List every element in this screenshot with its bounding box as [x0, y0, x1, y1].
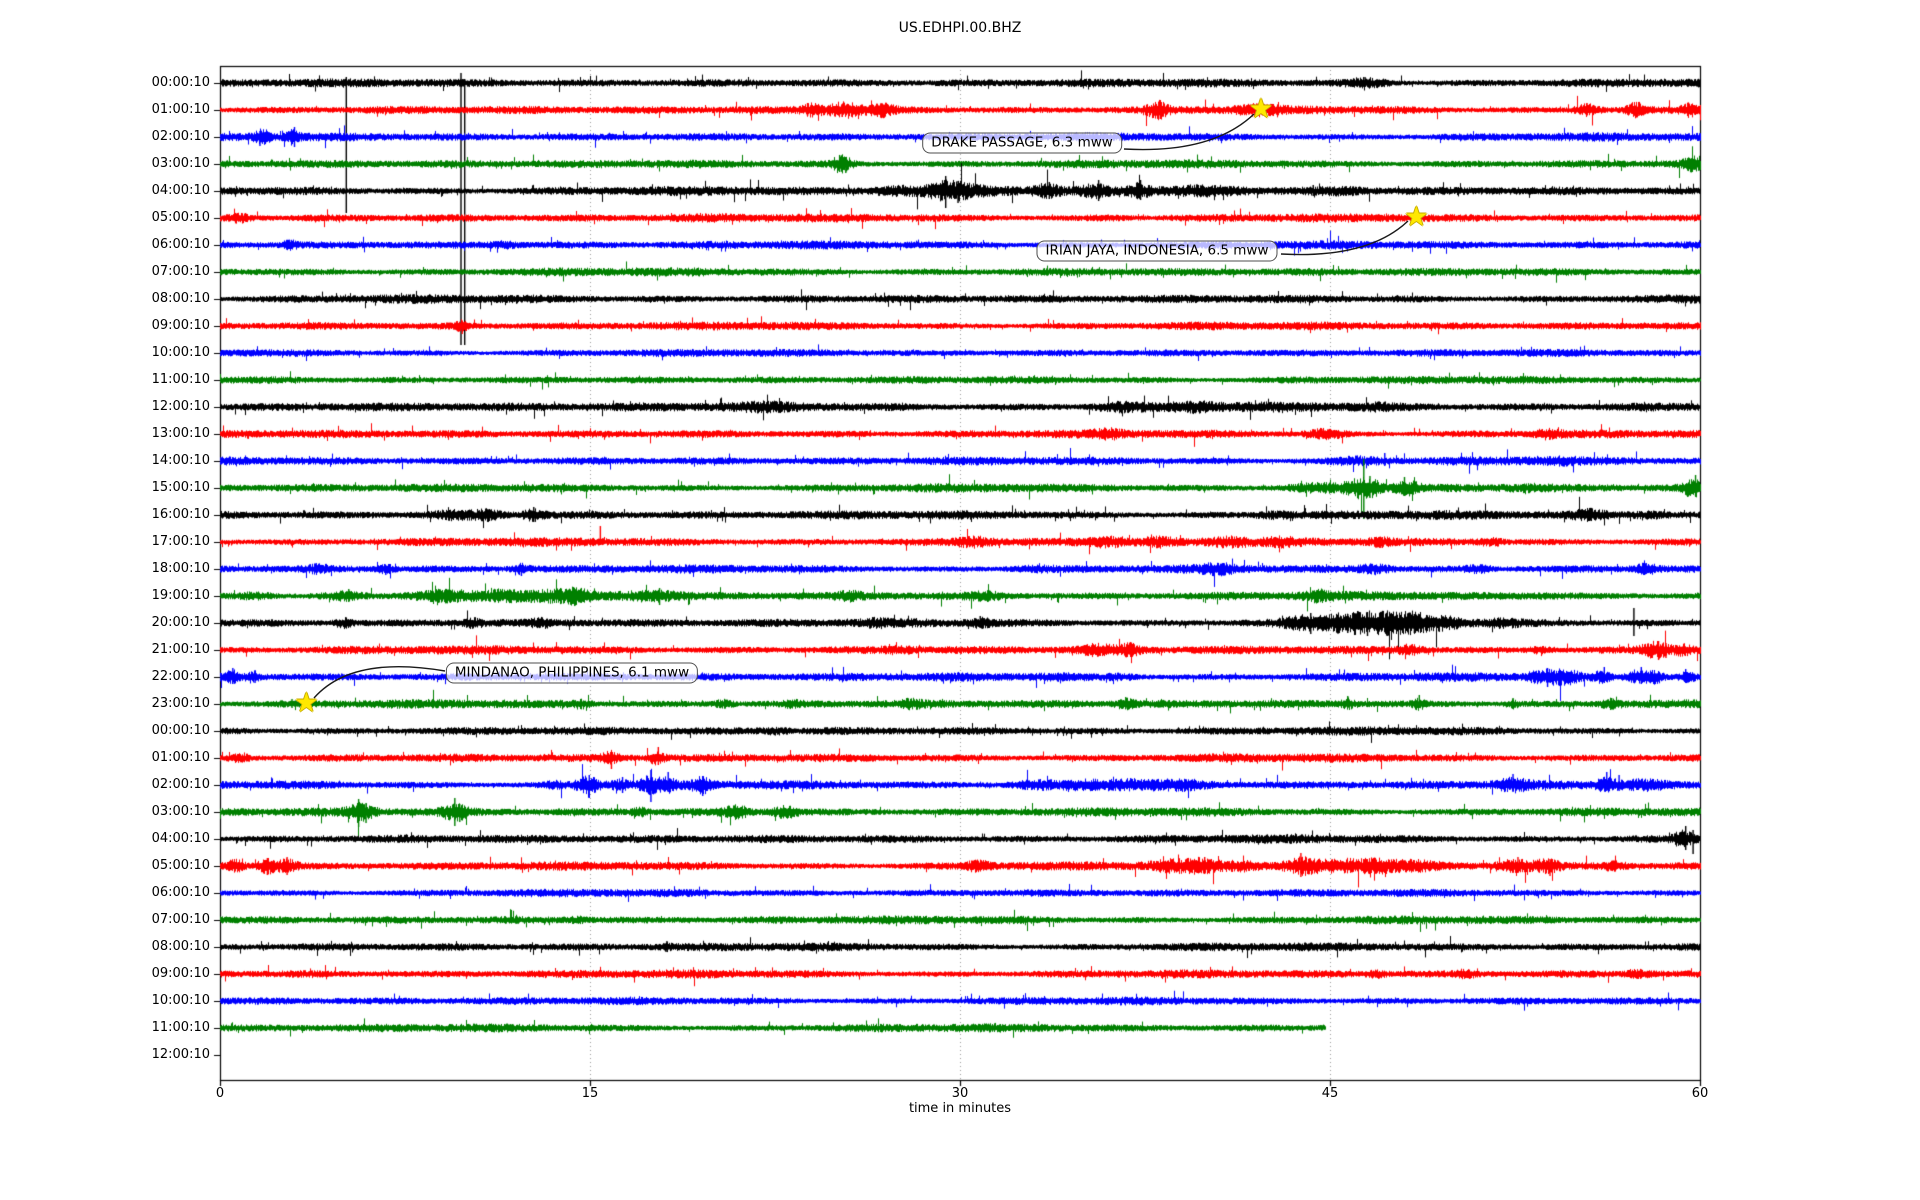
y-tick-label: 10:00:10	[151, 345, 210, 360]
y-tick-label: 23:00:10	[151, 696, 210, 711]
y-tick-label: 01:00:10	[151, 750, 210, 765]
y-tick-label: 03:00:10	[151, 156, 210, 171]
event-annotation: IRIAN JAYA, INDONESIA, 6.5 mww	[1036, 240, 1278, 262]
annotation-arrow	[1123, 113, 1255, 151]
event-star-icon: ★	[1248, 93, 1274, 125]
y-tick-label: 07:00:10	[151, 912, 210, 927]
y-tick-label: 04:00:10	[151, 831, 210, 846]
y-tick-label: 06:00:10	[151, 885, 210, 900]
y-tick-label: 19:00:10	[151, 588, 210, 603]
event-annotation: MINDANAO, PHILIPPINES, 6.1 mww	[445, 662, 699, 684]
y-tick-label: 05:00:10	[151, 858, 210, 873]
y-tick-label: 01:00:10	[151, 102, 210, 117]
y-tick-label: 20:00:10	[151, 615, 210, 630]
event-star-icon: ★	[1404, 201, 1429, 233]
y-tick-label: 02:00:10	[151, 777, 210, 792]
event-annotation-label: IRIAN JAYA, INDONESIA, 6.5 mww	[1045, 242, 1269, 259]
y-tick-label: 00:00:10	[151, 723, 210, 738]
x-axis-title: time in minutes	[908, 1101, 1012, 1116]
x-tick-label: 0	[215, 1086, 225, 1101]
y-tick-label: 00:00:10	[151, 75, 210, 90]
x-tick-label: 45	[1321, 1086, 1339, 1101]
y-tick-label: 02:00:10	[151, 129, 210, 144]
event-star-icon: ★	[294, 687, 319, 719]
y-tick-label: 12:00:10	[151, 1047, 210, 1062]
y-tick-label: 09:00:10	[151, 318, 210, 333]
y-tick-label: 08:00:10	[151, 291, 210, 306]
y-tick-label: 03:00:10	[151, 804, 210, 819]
y-tick-label: 07:00:10	[151, 264, 210, 279]
y-tick-label: 06:00:10	[151, 237, 210, 252]
y-tick-label: 22:00:10	[151, 669, 210, 684]
x-tick-label: 30	[951, 1086, 969, 1101]
event-annotation: DRAKE PASSAGE, 6.3 mww	[922, 132, 1122, 154]
y-tick-label: 11:00:10	[151, 1020, 210, 1035]
y-tick-label: 04:00:10	[151, 183, 210, 198]
y-tick-label: 14:00:10	[151, 453, 210, 468]
annotation-arrow	[1280, 220, 1409, 256]
chart-title: US.EDHPI.00.BHZ	[898, 20, 1022, 36]
annotation-arrow	[313, 666, 446, 699]
y-tick-label: 05:00:10	[151, 210, 210, 225]
y-tick-label: 15:00:10	[151, 480, 210, 495]
y-tick-label: 16:00:10	[151, 507, 210, 522]
y-tick-label: 09:00:10	[151, 966, 210, 981]
event-annotation-label: DRAKE PASSAGE, 6.3 mww	[931, 134, 1113, 151]
y-tick-label: 10:00:10	[151, 993, 210, 1008]
y-tick-label: 08:00:10	[151, 939, 210, 954]
y-tick-label: 17:00:10	[151, 534, 210, 549]
y-tick-label: 13:00:10	[151, 426, 210, 441]
y-tick-label: 21:00:10	[151, 642, 210, 657]
y-tick-label: 12:00:10	[151, 399, 210, 414]
y-tick-label: 18:00:10	[151, 561, 210, 576]
y-tick-label: 11:00:10	[151, 372, 210, 387]
x-tick-label: 15	[581, 1086, 599, 1101]
event-annotation-label: MINDANAO, PHILIPPINES, 6.1 mww	[454, 664, 690, 681]
x-tick-label: 60	[1691, 1086, 1709, 1101]
